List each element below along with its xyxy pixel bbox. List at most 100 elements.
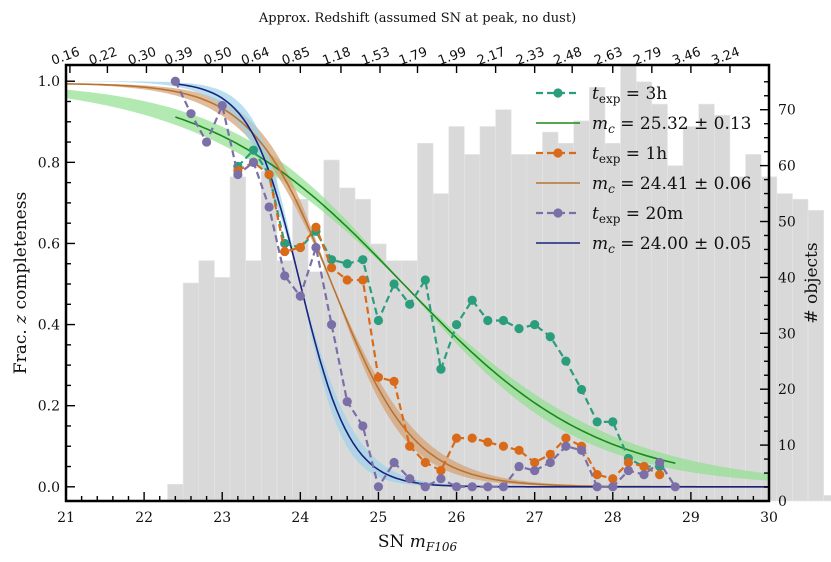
fit-line <box>175 116 676 464</box>
data-point <box>326 255 337 265</box>
legend-label: mc = 24.41 ± 0.06 <box>592 174 751 196</box>
data-point <box>326 263 337 273</box>
histogram-bar <box>698 103 715 502</box>
data-point <box>280 246 290 257</box>
x-tick-label: 28 <box>604 510 622 526</box>
data-point <box>545 332 555 342</box>
data-point <box>389 376 399 386</box>
data-point <box>498 315 509 326</box>
data-point <box>670 482 680 492</box>
y-tick-label: 0.6 <box>38 236 60 252</box>
y2-tick-label: 0 <box>778 494 787 510</box>
data-point <box>295 242 305 253</box>
data-point <box>467 433 477 443</box>
data-point <box>311 242 321 253</box>
data-point <box>483 437 493 447</box>
histogram-layer <box>167 64 831 502</box>
data-point <box>405 299 415 309</box>
y2-tick-label: 70 <box>778 103 796 119</box>
x-axis-title: SN mF106 <box>378 532 458 554</box>
data-point <box>389 279 399 289</box>
data-series-layer <box>170 76 680 492</box>
data-point <box>217 100 227 111</box>
data-point <box>248 145 259 155</box>
legend-label: texp = 3h <box>592 84 667 106</box>
histogram-bar <box>542 131 559 502</box>
data-point <box>592 470 602 480</box>
data-point <box>451 482 462 492</box>
data-point <box>436 465 446 476</box>
data-point <box>342 275 352 285</box>
data-point <box>483 482 493 492</box>
y-tick-label: 0.4 <box>38 318 60 334</box>
data-point <box>405 441 415 451</box>
data-point <box>170 76 180 86</box>
data-point <box>545 457 555 468</box>
data-point <box>514 324 524 334</box>
data-point <box>498 441 509 451</box>
data-point <box>592 417 602 427</box>
histogram-bar <box>229 176 246 502</box>
data-point <box>530 319 540 330</box>
legend-marker <box>553 208 563 218</box>
data-point <box>639 470 649 480</box>
data-point <box>420 482 430 492</box>
histogram-bar <box>448 126 465 502</box>
data-point <box>561 433 571 443</box>
y-tick-label: 0.0 <box>38 480 60 496</box>
data-point <box>467 482 477 492</box>
y2-tick-label: 10 <box>778 438 796 454</box>
histogram-bar <box>276 260 293 502</box>
data-point <box>561 441 571 451</box>
x-tick-label: 30 <box>760 510 778 526</box>
histogram-bar <box>823 495 831 502</box>
y2-tick-label: 60 <box>778 159 796 175</box>
data-point <box>576 384 587 395</box>
data-point <box>623 457 634 468</box>
data-point <box>655 457 665 468</box>
legend-label: mc = 25.32 ± 0.13 <box>592 114 751 136</box>
data-point <box>451 433 462 443</box>
data-point <box>451 319 462 330</box>
histogram-bar <box>807 210 824 502</box>
histogram-bar <box>245 260 262 502</box>
histogram-bar <box>198 260 215 502</box>
data-point <box>639 461 649 472</box>
data-point <box>264 202 274 212</box>
y-tick-label: 1.0 <box>38 74 60 90</box>
data-point <box>498 482 509 492</box>
data-point <box>623 465 634 476</box>
data-point <box>202 137 212 147</box>
histogram-bar <box>745 154 762 502</box>
data-point <box>248 157 259 167</box>
data-point <box>373 372 384 382</box>
y2-tick-label: 50 <box>778 215 796 231</box>
data-point <box>483 315 493 326</box>
histogram-bar <box>307 271 325 502</box>
data-point <box>436 474 446 484</box>
x-tick-label: 29 <box>682 510 700 526</box>
y-tick-label: 0.8 <box>38 155 60 171</box>
data-point <box>311 222 321 232</box>
data-point <box>389 457 399 468</box>
histogram-bar <box>260 170 278 502</box>
data-point <box>373 315 384 326</box>
histogram-bar <box>729 176 746 502</box>
data-point <box>264 169 274 180</box>
x-tick-label: 25 <box>370 510 388 526</box>
data-point <box>608 474 618 484</box>
x-tick-label: 23 <box>213 510 231 526</box>
data-point <box>280 271 290 281</box>
data-point <box>420 275 430 285</box>
legend-marker <box>553 88 563 98</box>
histogram-bar <box>214 277 231 502</box>
data-point <box>592 482 602 492</box>
data-point <box>530 457 540 468</box>
legend-label: texp = 20m <box>592 204 683 226</box>
legend-label: texp = 1h <box>592 144 667 166</box>
y-tick-label: 0.2 <box>38 399 60 415</box>
y2-tick-label: 30 <box>778 326 796 342</box>
data-point <box>467 295 477 305</box>
y2-axis-title: # objects <box>802 242 822 323</box>
